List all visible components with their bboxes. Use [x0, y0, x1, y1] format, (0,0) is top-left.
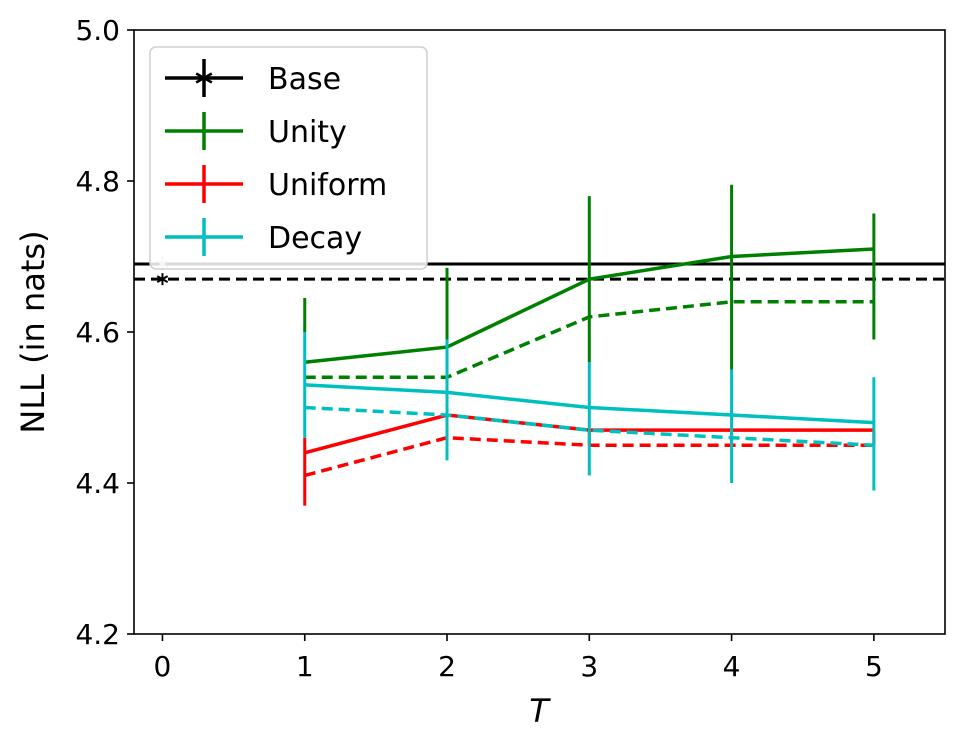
legend: Base Unity Uniform Decay	[149, 46, 428, 270]
y-axis-label: NLL (in nats)	[14, 230, 52, 433]
y-tick-label-4.8: 4.8	[75, 165, 120, 198]
legend-marker-base-1	[195, 72, 213, 84]
legend-label-decay: Decay	[268, 221, 362, 256]
x-tick-label-1: 1	[296, 650, 314, 683]
unity-dashed-line	[304, 300, 874, 380]
y-tick-label-5: 5.0	[75, 14, 120, 47]
legend-box	[149, 46, 428, 270]
axis-ticks: 0 1 2 3 4 5 4.2 4.4 4.6 4.8 5.0	[75, 14, 882, 683]
base-dashed-marker	[156, 273, 169, 286]
legend-label-unity: Unity	[268, 115, 347, 150]
plot-marks	[134, 184, 945, 506]
legend-label-base: Base	[268, 62, 341, 97]
x-tick-label-5: 5	[865, 650, 883, 683]
legend-label-uniform: Uniform	[268, 168, 387, 203]
x-tick-label-0: 0	[154, 650, 172, 683]
decay-solid-line	[304, 383, 874, 425]
y-tick-label-4.2: 4.2	[75, 618, 120, 651]
decay-dashed-line	[304, 405, 874, 447]
unity-solid-line	[304, 247, 874, 364]
x-axis-label: T	[529, 692, 551, 730]
y-tick-label-4.6: 4.6	[75, 316, 120, 349]
base-dashed-marker-stroke-2	[156, 275, 169, 284]
y-tick-label-4.4: 4.4	[75, 467, 120, 500]
x-tick-label-4: 4	[723, 650, 741, 683]
x-tick-label-3: 3	[580, 650, 598, 683]
x-tick-label-2: 2	[438, 650, 456, 683]
